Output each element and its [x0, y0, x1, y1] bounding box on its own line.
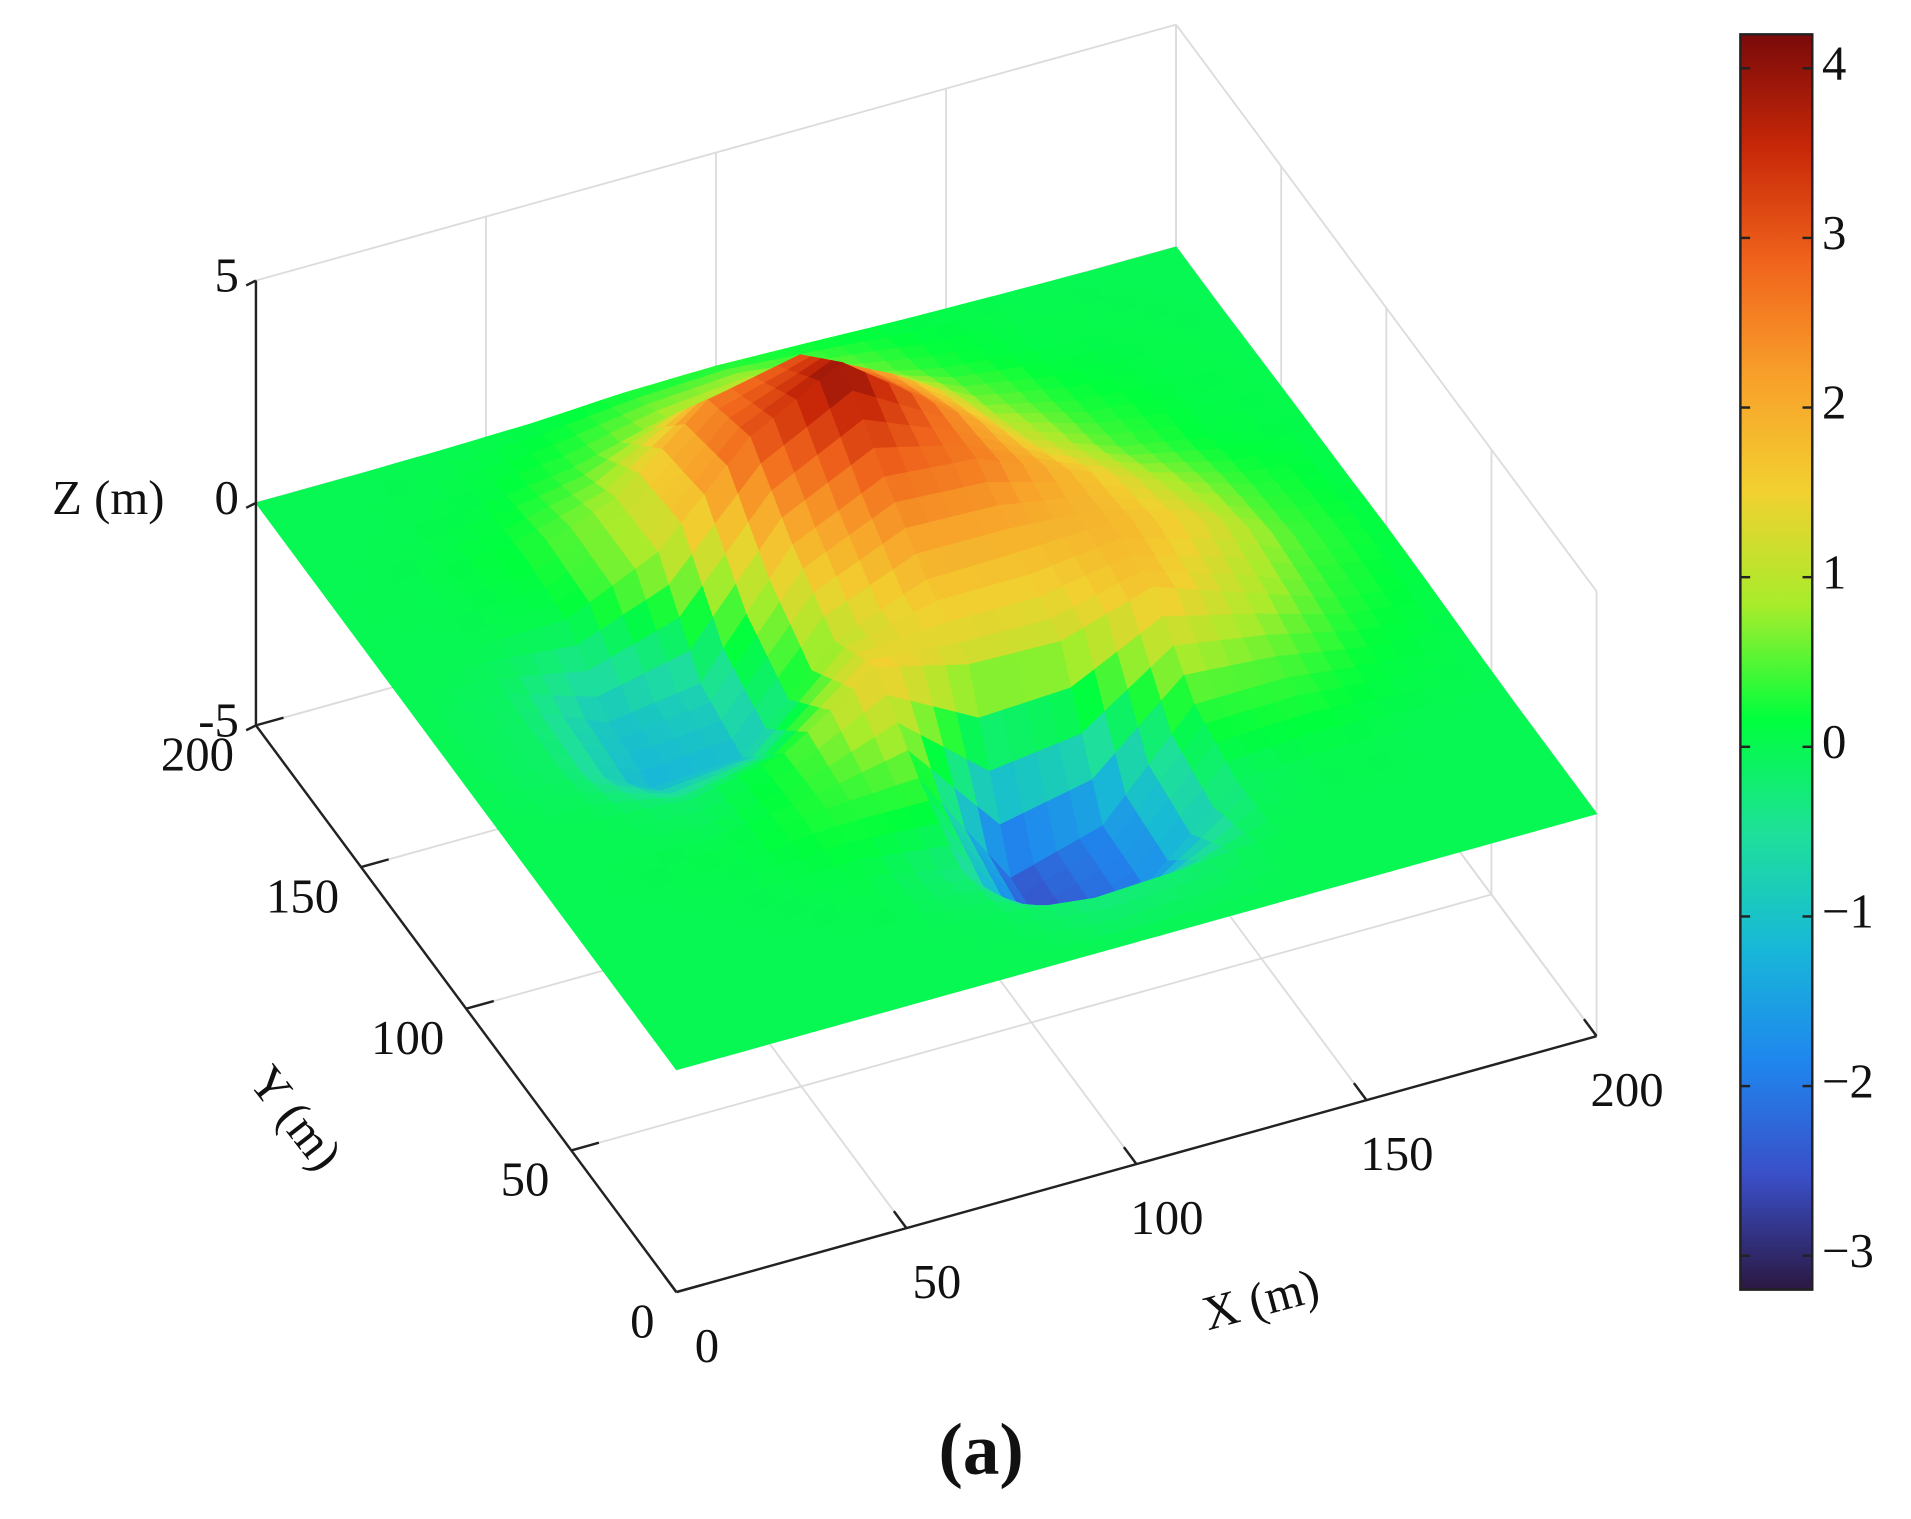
y-axis-label: Y (m) — [239, 1056, 353, 1181]
y-tick-label: 100 — [371, 1011, 444, 1065]
colorbar-tick-label: 0 — [1822, 715, 1846, 769]
colorbar-gradient — [1739, 33, 1814, 1291]
x-tick — [892, 1210, 908, 1229]
z-tick-label: 5 — [215, 249, 239, 303]
y-tick-label: 200 — [161, 728, 234, 782]
x-tick-label: 100 — [1130, 1191, 1203, 1245]
colorbar: −3 −2 −1 0 1 2 3 4 — [1739, 33, 1874, 1291]
x-tick — [662, 1274, 678, 1293]
x-tick — [1582, 1018, 1598, 1037]
y-tick-label: 50 — [501, 1153, 550, 1207]
x-tick — [1122, 1146, 1138, 1165]
z-tick-label: 0 — [215, 471, 239, 525]
x-tick-label: 50 — [913, 1255, 962, 1309]
grid-line — [571, 893, 1492, 1152]
colorbar-tick-label: −1 — [1822, 885, 1874, 939]
z-tick — [245, 279, 257, 287]
x-tick-label: 200 — [1590, 1063, 1663, 1117]
y-tick — [360, 858, 389, 869]
z-tick — [245, 501, 257, 509]
colorbar-tick-label: 2 — [1822, 376, 1846, 430]
z-tick-label: -5 — [198, 694, 239, 748]
y-tick — [465, 999, 495, 1010]
colorbar-tick-label: 4 — [1822, 36, 1846, 90]
x-tick-label: 0 — [695, 1319, 719, 1373]
z-axis-label: Z (m) — [52, 471, 164, 525]
colorbar-tick-label: −3 — [1822, 1224, 1874, 1278]
colorbar-tick-label: −2 — [1822, 1054, 1874, 1108]
y-tick — [570, 1141, 600, 1152]
y-tick-label: 150 — [266, 869, 339, 923]
colorbar-tick-label: 1 — [1822, 545, 1846, 599]
grid-line — [1175, 24, 1598, 592]
y-tick-label: 0 — [630, 1294, 654, 1348]
y-tick — [255, 716, 284, 727]
x-tick-label: 150 — [1360, 1127, 1433, 1181]
surface — [255, 246, 1598, 1071]
x-tick — [1352, 1082, 1368, 1101]
grid-line — [255, 23, 1177, 282]
surface-patch — [665, 1048, 701, 1071]
caption: (a) — [938, 1408, 1023, 1489]
colorbar-tick-label: 3 — [1822, 206, 1846, 260]
x-axis-label: X (m) — [1197, 1258, 1325, 1341]
z-tick — [245, 724, 257, 732]
y-tick — [676, 1283, 705, 1294]
